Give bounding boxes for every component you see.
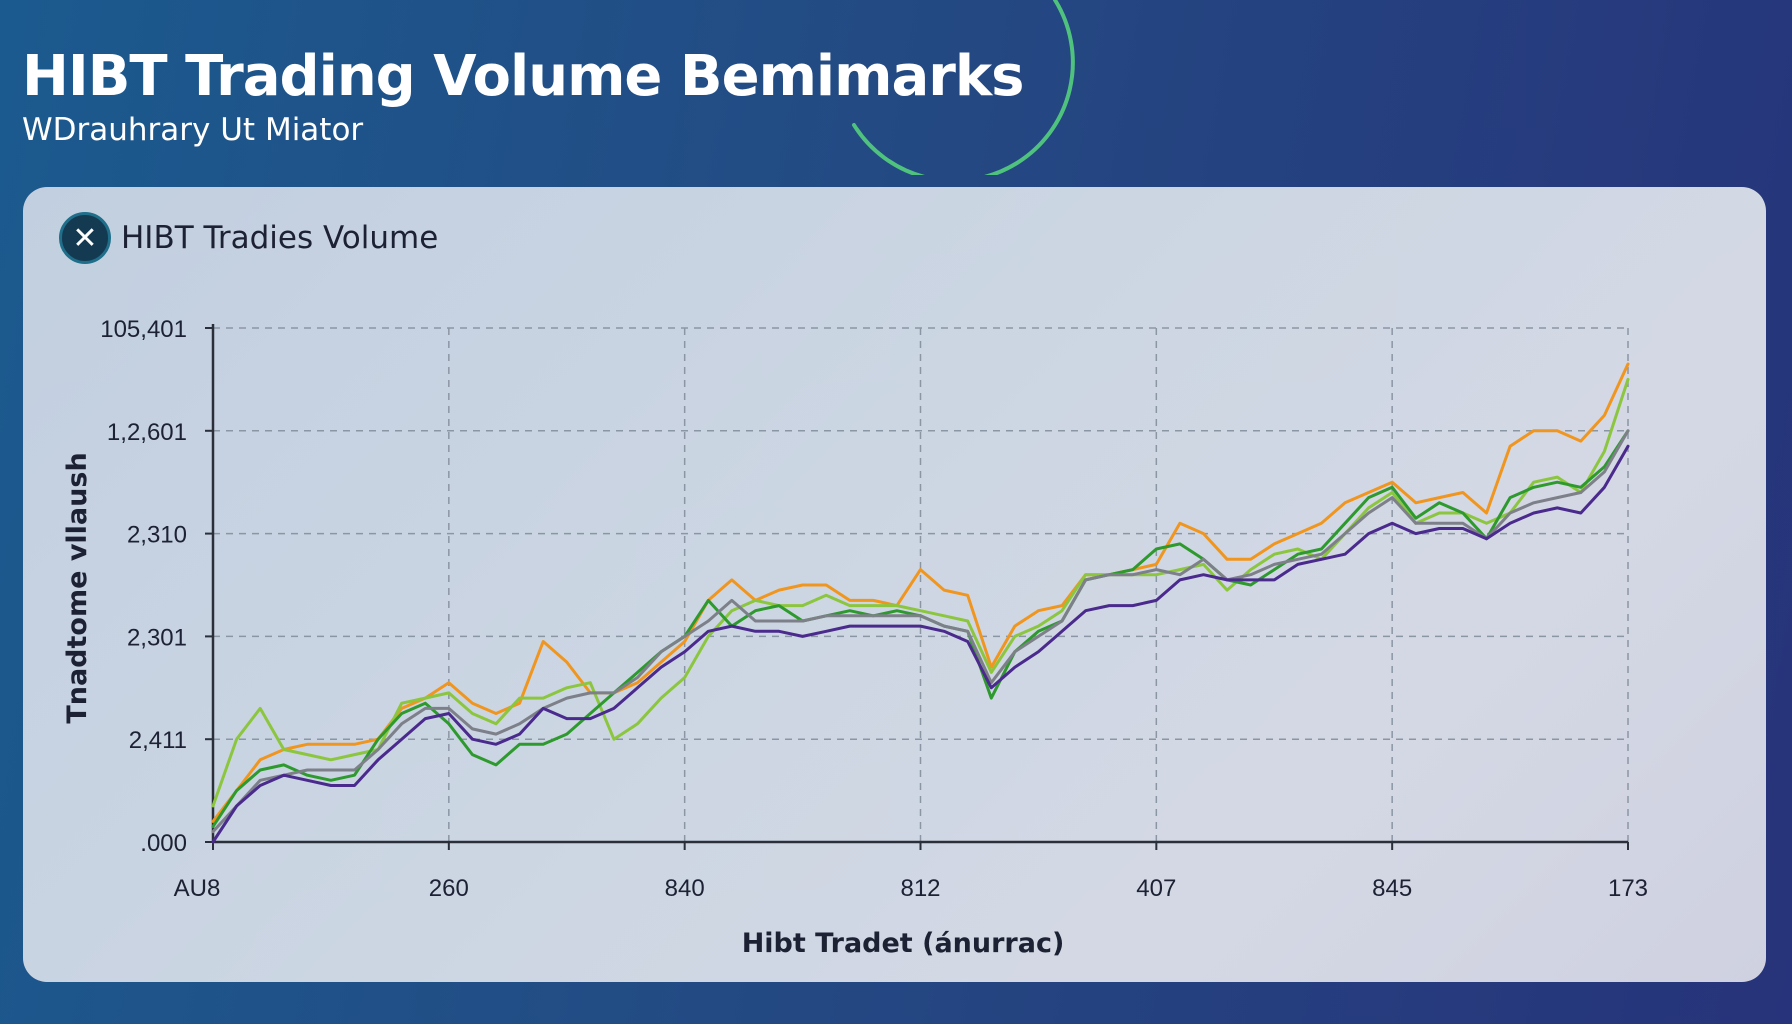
decorative-arc: [852, 0, 1075, 175]
y-tick-label: .000: [140, 830, 187, 857]
x-tick-label: AU8: [174, 875, 221, 902]
series-line-1: [211, 362, 1630, 823]
y-tick-label: 2,310: [127, 522, 187, 549]
y-tick-label: 2,411: [129, 727, 187, 754]
x-tick-label: 173: [1608, 875, 1648, 902]
y-tick-label: 2,301: [127, 624, 187, 651]
page-subtitle: WDrauhrary Ut Miator: [22, 112, 364, 148]
page-title: HIBT Trading Volume Bemimarks: [22, 44, 1024, 109]
card-header: ✕ HIBT Tradies Volume: [59, 212, 438, 264]
y-axis-label: Tnadtome vllaush: [62, 452, 93, 723]
x-tick-label: 407: [1136, 875, 1176, 902]
x-tick-label: 840: [665, 875, 705, 902]
series-line-4: [211, 429, 1630, 834]
y-tick-label: 105,401: [100, 316, 187, 343]
x-tick-label: 845: [1372, 875, 1412, 902]
chart-card: ✕ HIBT Tradies Volume: [23, 187, 1766, 982]
x-tick-label: 260: [429, 875, 469, 902]
series-line-5: [211, 444, 1630, 844]
series-line-2: [211, 377, 1630, 808]
card-title: HIBT Tradies Volume: [121, 220, 439, 256]
x-tick-label: 812: [900, 875, 940, 902]
x-axis-label: Hibt Tradet (ánurrac): [742, 928, 1065, 959]
y-tick-label: 1,2,601: [107, 419, 187, 446]
x-circle-icon: ✕: [59, 212, 111, 264]
